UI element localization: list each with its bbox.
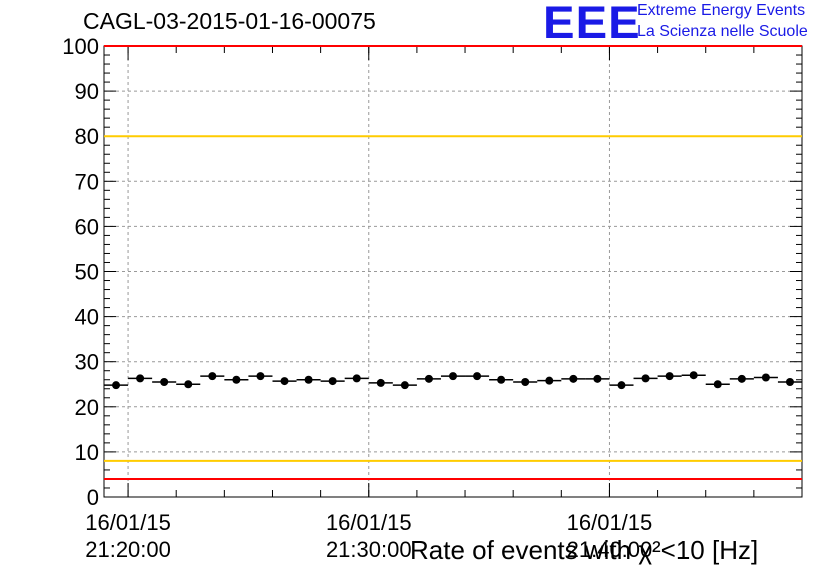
data-point <box>737 374 746 383</box>
data-point <box>521 377 530 386</box>
data-point <box>208 372 217 381</box>
y-tick-label: 30 <box>75 350 99 375</box>
data-point <box>569 374 578 383</box>
x-tick-time-label: 21:20:00 <box>85 537 171 562</box>
data-point <box>232 375 241 384</box>
y-tick-label: 60 <box>75 214 99 239</box>
data-point <box>785 377 794 386</box>
data-point <box>400 381 409 390</box>
y-tick-label: 90 <box>75 79 99 104</box>
data-point <box>424 374 433 383</box>
y-tick-label: 0 <box>87 485 99 510</box>
data-point <box>689 371 698 380</box>
y-tick-label: 20 <box>75 395 99 420</box>
data-point <box>473 372 482 381</box>
data-point <box>593 374 602 383</box>
data-point <box>184 380 193 389</box>
data-point <box>304 375 313 384</box>
data-point <box>761 373 770 382</box>
data-point <box>713 380 722 389</box>
data-point <box>328 377 337 386</box>
data-point <box>280 377 289 386</box>
x-tick-date-label: 16/01/15 <box>326 510 412 535</box>
logo-subtitle-line2: La Scienza nelle Scuole <box>637 23 808 40</box>
chart-title: CAGL-03-2015-01-16-00075 <box>83 8 376 34</box>
x-tick-time-label: 21:40:00 <box>567 537 653 562</box>
x-axis-label: Rate of events with χ²<10 [Hz] <box>410 535 759 565</box>
data-point <box>256 372 265 381</box>
x-tick-date-label: 16/01/15 <box>85 510 171 535</box>
data-point <box>136 374 145 383</box>
data-point <box>665 372 674 381</box>
y-tick-label: 10 <box>75 440 99 465</box>
data-point <box>449 372 457 381</box>
data-point <box>617 381 626 390</box>
y-tick-label: 50 <box>75 260 99 285</box>
data-point <box>497 375 506 384</box>
data-point <box>352 374 361 383</box>
data-point <box>160 377 169 386</box>
x-tick-time-label: 21:30:00 <box>326 537 412 562</box>
eee-logo: EEE <box>543 0 641 48</box>
y-tick-label: 80 <box>75 124 99 149</box>
data-point <box>376 378 385 387</box>
y-tick-label: 70 <box>75 169 99 194</box>
y-tick-label: 40 <box>75 305 99 330</box>
data-point <box>641 374 650 383</box>
data-point <box>545 376 554 385</box>
x-tick-date-label: 16/01/15 <box>567 510 653 535</box>
logo-subtitle-line1: Extreme Energy Events <box>637 2 806 19</box>
y-tick-label: 100 <box>62 34 99 59</box>
data-point <box>112 381 121 390</box>
